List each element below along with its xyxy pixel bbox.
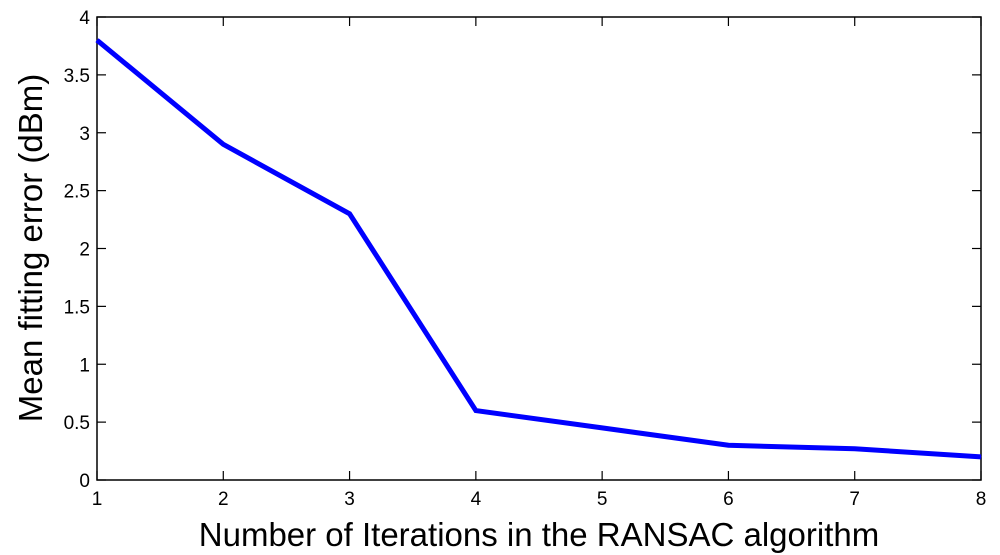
x-tick-label: 3 [344, 489, 355, 510]
series-layer [95, 38, 982, 460]
x-tick-label: 8 [976, 489, 987, 510]
x-tick-label: 7 [849, 489, 860, 510]
plot-area [96, 16, 982, 481]
y-tick-label: 2 [79, 240, 90, 261]
y-axis-ticks: 0 0.5 1 1.5 2 2.5 3 3.5 4 [64, 8, 981, 492]
x-tick-label: 4 [471, 489, 482, 510]
y-axis-title: Mean fitting error (dBm) [12, 74, 49, 422]
data-point [96, 39, 98, 41]
y-tick-label: 1.5 [64, 297, 90, 318]
x-tick-label: 2 [218, 489, 229, 510]
data-point [727, 444, 729, 446]
y-tick-label: 4 [79, 8, 90, 29]
y-tick-label: 3 [79, 124, 90, 145]
y-tick-label: 2.5 [64, 182, 90, 203]
data-point [349, 213, 351, 215]
data-point [222, 143, 224, 145]
data-point [980, 456, 982, 458]
y-tick-label: 1 [79, 355, 90, 376]
x-tick-label: 5 [597, 489, 608, 510]
x-tick-label: 6 [723, 489, 734, 510]
x-axis-title: Number of Iterations in the RANSAC algor… [199, 516, 879, 553]
y-tick-label: 0 [79, 471, 90, 492]
data-point [854, 448, 856, 450]
x-tick-label: 1 [92, 489, 103, 510]
x-axis-ticks: 1 2 3 4 5 6 7 8 [92, 17, 987, 510]
series-line [95, 38, 982, 460]
data-point [601, 427, 603, 429]
y-tick-label: 0.5 [64, 413, 90, 434]
data-point [475, 410, 477, 412]
y-tick-label: 3.5 [64, 66, 90, 87]
